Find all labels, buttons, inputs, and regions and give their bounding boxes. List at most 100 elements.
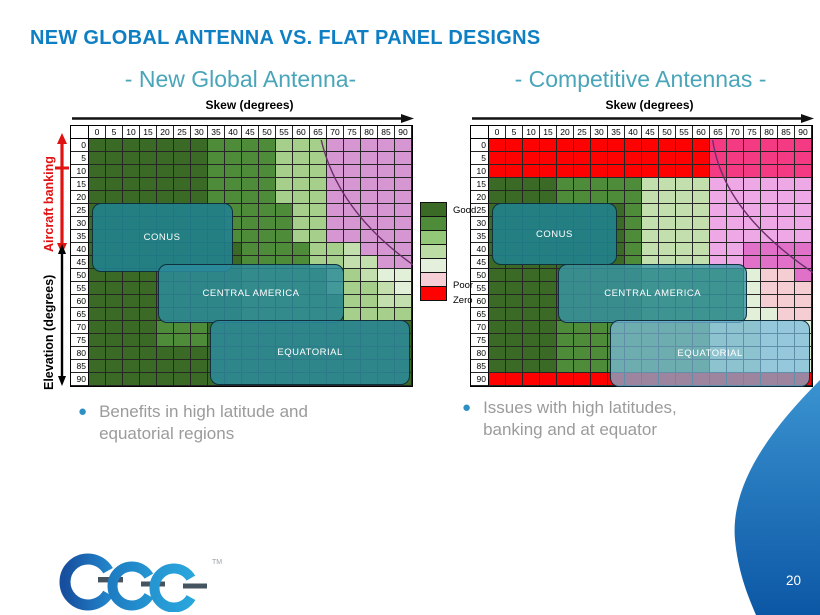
heatmap-cell (106, 139, 123, 152)
col-header-cell: 50 (659, 126, 676, 139)
heatmap-cell (259, 230, 276, 243)
heatmap-cell (744, 178, 761, 191)
heatmap-cell (727, 178, 744, 191)
legend-label: Zero (453, 295, 473, 306)
col-header-cell: 70 (727, 126, 744, 139)
page-title: NEW GLOBAL ANTENNA VS. FLAT PANEL DESIGN… (30, 27, 541, 49)
heatmap-cell (106, 282, 123, 295)
heatmap-cell (540, 373, 557, 386)
heatmap-cell (259, 178, 276, 191)
heatmap-cell (557, 321, 574, 334)
heatmap-cell (795, 152, 812, 165)
heatmap-cell (395, 308, 412, 321)
heatmap-cell (276, 243, 293, 256)
row-header-cell: 80 (71, 347, 89, 360)
right-chart-subtitle: - Competitive Antennas - (514, 66, 767, 92)
heatmap-cell (506, 347, 523, 360)
heatmap-cell (123, 373, 140, 386)
heatmap-cell (106, 373, 123, 386)
heatmap-cell (523, 269, 540, 282)
heatmap-cell (242, 230, 259, 243)
heatmap-cell (795, 269, 812, 282)
heatmap-cell (693, 230, 710, 243)
left-bullet-item: ● Benefits in high latitude and equatori… (78, 401, 398, 446)
heatmap-cell (676, 243, 693, 256)
heatmap-cell (557, 347, 574, 360)
heatmap-cell (106, 334, 123, 347)
heatmap-cell (89, 360, 106, 373)
heatmap-cell (744, 165, 761, 178)
heatmap-cell (123, 165, 140, 178)
col-header-cell: 50 (259, 126, 276, 139)
row-header-cell: 40 (71, 243, 89, 256)
region-label: CENTRAL AMERICA (202, 287, 300, 299)
heatmap-cell (378, 165, 395, 178)
heatmap-cell (506, 295, 523, 308)
heatmap-cell (506, 373, 523, 386)
row-header-cell: 75 (471, 334, 489, 347)
heatmap-cell (591, 152, 608, 165)
heatmap-cell (489, 139, 506, 152)
heatmap-cell (157, 360, 174, 373)
heatmap-cell (140, 360, 157, 373)
heatmap-cell (795, 165, 812, 178)
heatmap-cell (225, 165, 242, 178)
heatmap-cell (795, 282, 812, 295)
heatmap-cell (557, 139, 574, 152)
heatmap-cell (395, 217, 412, 230)
heatmap-cell (242, 165, 259, 178)
heatmap-cell (378, 152, 395, 165)
heatmap-cell (744, 191, 761, 204)
heatmap-cell (642, 165, 659, 178)
row-header-cell: 35 (71, 230, 89, 243)
heatmap-cell (795, 243, 812, 256)
corner-cell (471, 126, 489, 139)
legend-swatch (420, 286, 447, 301)
heatmap-cell (310, 191, 327, 204)
heatmap-cell (710, 178, 727, 191)
heatmap-cell (523, 295, 540, 308)
col-header-cell: 25 (174, 126, 191, 139)
heatmap-cell (608, 191, 625, 204)
heatmap-cell (778, 256, 795, 269)
heatmap-cell (293, 217, 310, 230)
heatmap-cell (191, 139, 208, 152)
heatmap-cell (361, 256, 378, 269)
legend-swatch (420, 272, 447, 287)
row-header-cell: 10 (471, 165, 489, 178)
heatmap-cell (361, 243, 378, 256)
heatmap-cell (761, 139, 778, 152)
region-overlay-central-america: CENTRAL AMERICA (158, 263, 344, 323)
heatmap-cell (744, 230, 761, 243)
col-header-cell: 80 (761, 126, 778, 139)
heatmap-cell (676, 204, 693, 217)
heatmap-cell (574, 321, 591, 334)
heatmap-cell (242, 178, 259, 191)
heatmap-cell (89, 282, 106, 295)
heatmap-cell (140, 152, 157, 165)
heatmap-cell (191, 347, 208, 360)
heatmap-cell (710, 217, 727, 230)
heatmap-cell (540, 139, 557, 152)
heatmap-cell (761, 243, 778, 256)
heatmap-cell (523, 139, 540, 152)
heatmap-cell (642, 217, 659, 230)
heatmap-cell (676, 191, 693, 204)
heatmap-cell (344, 256, 361, 269)
col-header-cell: 35 (208, 126, 225, 139)
row-header-cell: 75 (71, 334, 89, 347)
heatmap-cell (89, 347, 106, 360)
heatmap-cell (795, 295, 812, 308)
heatmap-cell (174, 152, 191, 165)
heatmap-cell (693, 178, 710, 191)
heatmap-cell (123, 139, 140, 152)
heatmap-cell (710, 139, 727, 152)
heatmap-cell (523, 360, 540, 373)
heatmap-cell (276, 178, 293, 191)
col-header-cell: 20 (157, 126, 174, 139)
page-number: 20 (786, 573, 802, 588)
heatmap-cell (174, 178, 191, 191)
heatmap-cell (557, 373, 574, 386)
heatmap-cell (778, 295, 795, 308)
heatmap-cell (208, 165, 225, 178)
